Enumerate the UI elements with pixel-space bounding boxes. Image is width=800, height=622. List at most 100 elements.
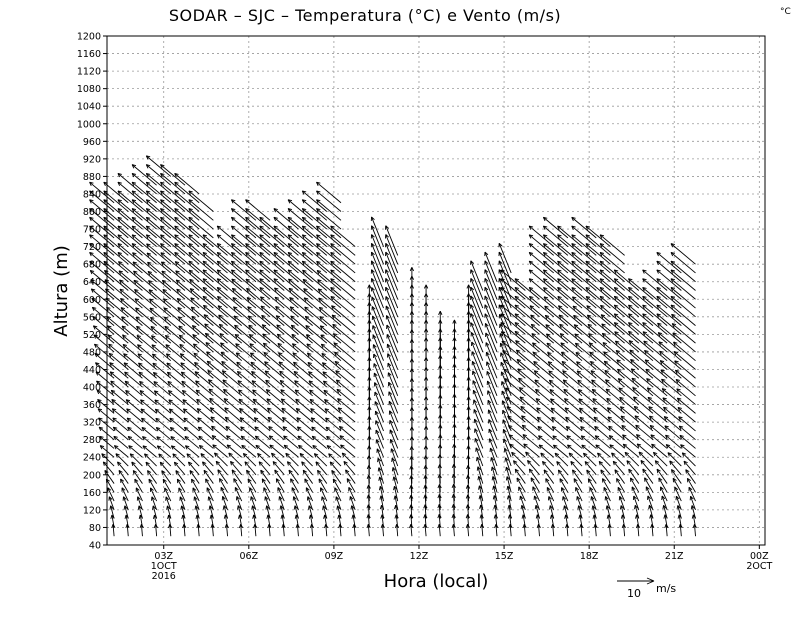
wind-vector <box>276 316 298 335</box>
wind-vector <box>508 425 525 439</box>
wind-vector-head <box>491 467 492 471</box>
y-tick-label: 920 <box>83 154 101 165</box>
wind-vector-head <box>224 515 225 519</box>
wind-vector <box>390 430 398 449</box>
wind-vector <box>125 381 142 396</box>
wind-vector-head <box>309 515 310 519</box>
wind-vector <box>112 399 129 413</box>
y-tick-label: 600 <box>83 295 101 306</box>
wind-vector-head <box>223 506 224 510</box>
wind-vector <box>274 235 299 256</box>
wind-vector <box>246 217 271 238</box>
wind-vector <box>163 289 185 308</box>
wind-vector-head <box>167 506 168 510</box>
wind-vector <box>515 323 540 344</box>
wind-vector <box>679 426 695 440</box>
wind-vector <box>118 182 143 203</box>
wind-vector <box>543 279 568 300</box>
wind-vector <box>592 380 611 396</box>
wind-vector <box>230 461 241 474</box>
wind-vector <box>628 305 653 326</box>
wind-vector <box>515 469 525 483</box>
wind-vector <box>512 452 526 466</box>
wind-vector <box>628 323 653 344</box>
wind-vector <box>618 369 639 387</box>
wind-vector-head <box>522 515 523 519</box>
y-tick-label: 720 <box>83 242 101 253</box>
wind-vector <box>594 417 610 431</box>
wind-vector <box>505 448 512 466</box>
wind-vector <box>260 235 285 256</box>
wind-vector-head <box>308 506 309 510</box>
wind-vector <box>558 252 583 273</box>
wind-vector <box>372 226 384 256</box>
wind-vector <box>196 381 214 396</box>
wind-vector <box>664 417 681 431</box>
y-tick-label: 160 <box>83 488 101 499</box>
wind-vector <box>268 417 284 431</box>
wind-vector <box>600 287 625 308</box>
wind-vector-head <box>663 505 664 509</box>
wind-vector <box>600 252 625 273</box>
wind-vector <box>316 182 341 203</box>
y-tick-label: 400 <box>83 383 101 394</box>
wind-vector <box>574 325 596 344</box>
wind-vector-head <box>492 476 493 480</box>
wind-vector <box>522 425 539 440</box>
wind-vector <box>586 270 611 291</box>
wind-vector-head <box>181 506 182 510</box>
wind-vector <box>657 305 682 326</box>
wind-vector <box>529 244 554 265</box>
wind-vector <box>543 226 568 247</box>
x-axis-label: Hora (local) <box>384 571 489 592</box>
wind-vector <box>118 217 143 238</box>
wind-vector <box>643 270 668 291</box>
wind-vector <box>509 435 525 449</box>
wind-vector-head <box>379 477 380 481</box>
wind-vector <box>386 287 398 317</box>
wind-vector <box>282 417 298 430</box>
wind-vector <box>499 243 511 273</box>
wind-vector <box>529 252 554 273</box>
wind-vector <box>372 235 384 265</box>
wind-vector <box>471 296 483 326</box>
wind-vector <box>665 426 681 440</box>
wind-vector <box>274 261 299 282</box>
wind-vector-head <box>379 486 380 490</box>
wind-vector <box>160 235 185 256</box>
x-tick-label: 12Z <box>410 551 429 562</box>
wind-vector <box>175 173 200 194</box>
x-tick-label: 21Z <box>665 551 684 562</box>
wind-vector <box>126 390 143 404</box>
wind-vector <box>180 354 199 370</box>
wind-vector <box>132 200 157 221</box>
wind-vector <box>178 308 199 326</box>
wind-vector <box>240 408 256 422</box>
wind-vector <box>192 316 214 334</box>
wind-vector-head <box>394 505 395 509</box>
wind-vector <box>316 200 341 221</box>
wind-vector <box>302 252 327 273</box>
wind-vector <box>208 380 227 396</box>
wind-vector-head <box>479 495 480 499</box>
corner-unit-label: °C <box>780 7 791 17</box>
wind-vector <box>344 461 355 474</box>
wind-vector-head <box>111 515 112 519</box>
wind-vector <box>288 217 313 238</box>
wind-vector <box>648 397 667 413</box>
wind-vector <box>316 235 341 256</box>
wind-vector <box>670 461 682 475</box>
wind-vector <box>323 372 341 387</box>
wind-vector <box>251 371 270 387</box>
wind-vector <box>546 325 568 344</box>
wind-vector <box>577 371 596 387</box>
wind-vector-head <box>337 506 338 510</box>
wind-vector <box>600 235 625 256</box>
wind-vector <box>657 469 667 483</box>
wind-vector <box>175 208 200 229</box>
y-tick-label: 1080 <box>77 84 101 95</box>
wind-vector <box>612 453 625 466</box>
wind-vector <box>189 226 214 247</box>
